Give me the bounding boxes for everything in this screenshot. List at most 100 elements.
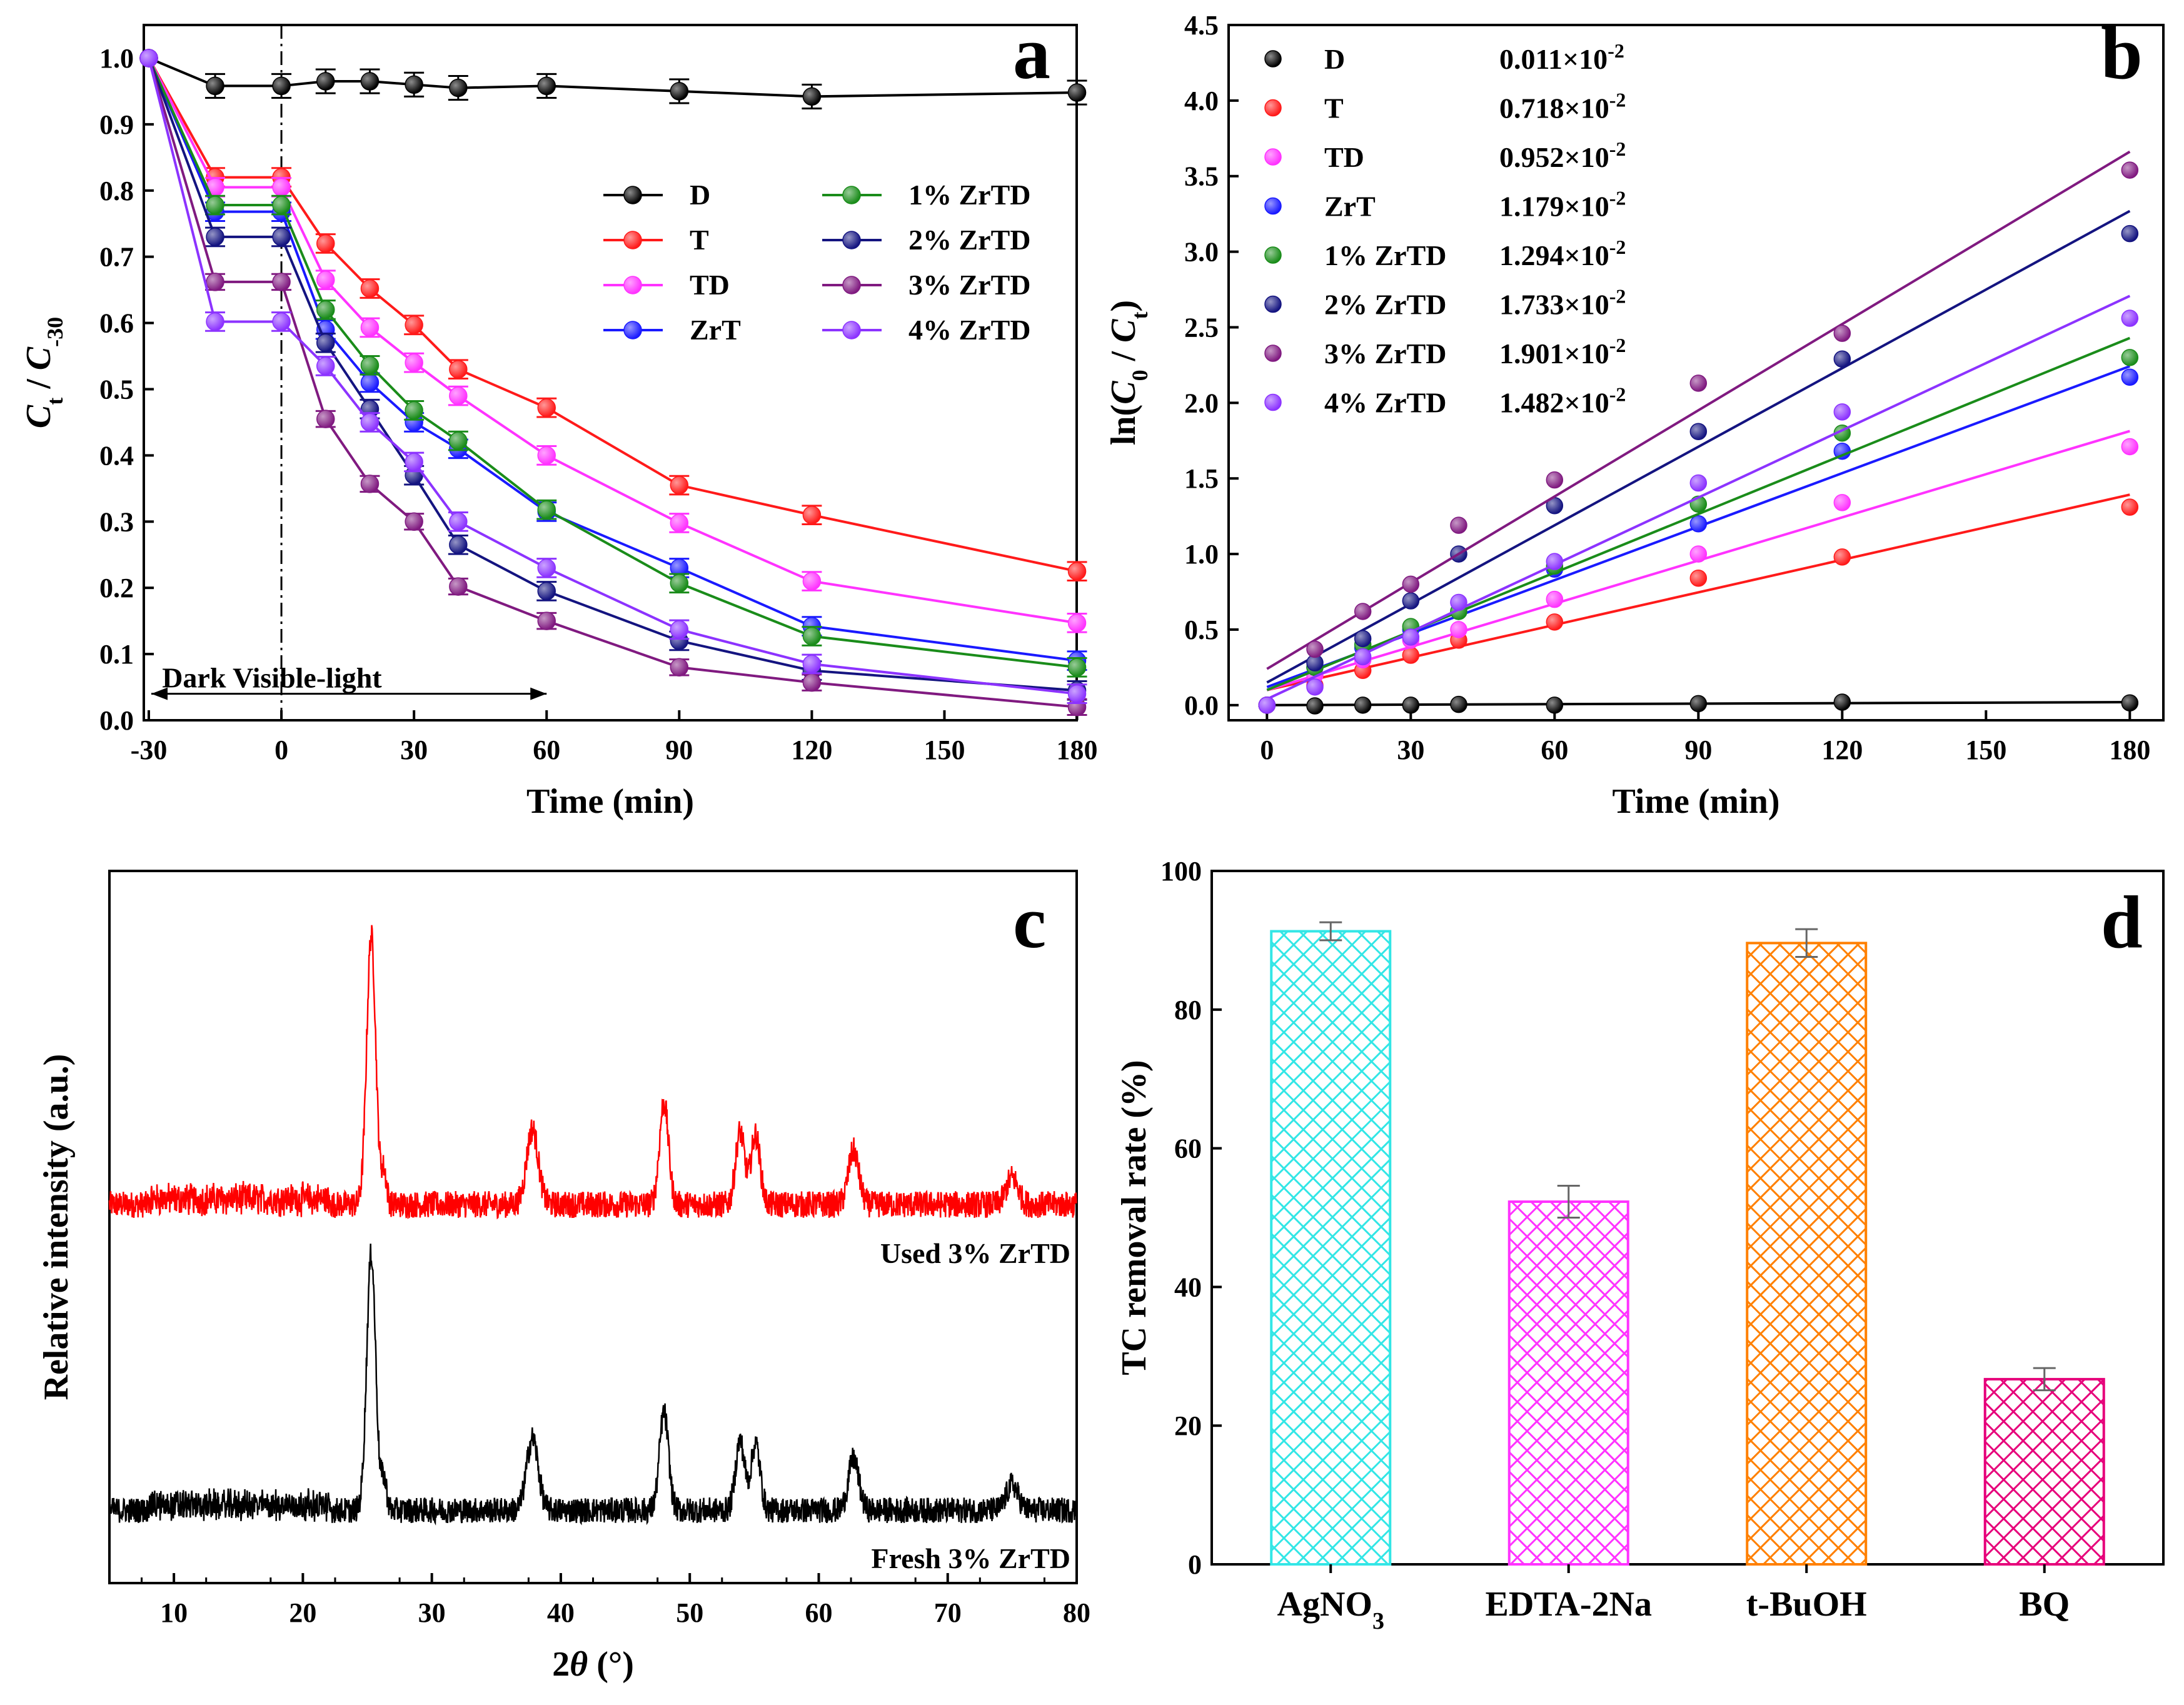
data-point — [360, 318, 380, 337]
legend-label: 3% ZrTD — [1324, 338, 1447, 370]
x-tick-label: 30 — [1397, 735, 1424, 765]
data-point — [272, 312, 291, 331]
legend-rate-constant: 0.011×10-2 — [1499, 39, 1624, 75]
y-tick-label: 100 — [1160, 856, 1202, 887]
data-point — [1402, 697, 1420, 714]
legend-label: 2% ZrTD — [1324, 289, 1447, 321]
series-3ZrTD — [1258, 150, 2139, 714]
legend-rate-constant: 1.294×10-2 — [1499, 236, 1626, 271]
bar — [1746, 942, 1868, 1566]
legend-swatch-marker — [842, 231, 861, 249]
legend-rate-constant: 1.179×10-2 — [1499, 187, 1626, 223]
bar — [1270, 930, 1392, 1566]
y-tick-label: 0.6 — [99, 308, 134, 339]
legend-swatch-marker — [623, 276, 642, 294]
x-axis-title: Time (min) — [526, 782, 694, 821]
legend-rate-constant: 1.482×10-2 — [1499, 383, 1626, 419]
y-tick-label: 0.8 — [99, 176, 134, 206]
x-tick-label: 10 — [160, 1597, 188, 1628]
legend-label: 1% ZrTD — [908, 179, 1031, 211]
data-point — [1306, 678, 1324, 696]
legend-label: TD — [1324, 141, 1364, 173]
series-4ZrTD — [139, 49, 1087, 704]
legend-rate-constant: 0.952×10-2 — [1499, 138, 1626, 173]
data-point — [802, 673, 822, 692]
data-point — [670, 658, 689, 677]
bar-group: AgNO3 — [1270, 921, 1392, 1634]
data-point — [2121, 309, 2139, 327]
x-tick-label: 0 — [274, 735, 288, 765]
data-point — [1689, 515, 1708, 533]
data-point — [316, 234, 335, 253]
data-point — [802, 626, 822, 646]
data-point — [405, 512, 423, 531]
data-point — [360, 413, 380, 432]
y-axis-title: ln(C0 / Ct) — [1104, 300, 1152, 445]
series-line — [148, 58, 1077, 669]
category-label: t-BuOH — [1746, 1585, 1867, 1624]
y-tick-label: 1.0 — [1184, 539, 1219, 570]
legend-swatch-marker — [1264, 50, 1282, 68]
data-point — [272, 228, 291, 246]
data-point — [1306, 640, 1324, 658]
y-tick-label: 0.2 — [99, 573, 134, 603]
legend-label: ZrT — [690, 314, 741, 346]
y-tick-label: 0.1 — [99, 639, 134, 670]
data-point — [1067, 658, 1087, 677]
x-tick-label: 60 — [1541, 735, 1568, 765]
phase-arrow-head-left — [151, 687, 168, 700]
data-point — [2121, 498, 2139, 516]
legend-swatch-marker — [1264, 246, 1282, 264]
bar-group: BQ — [1983, 1367, 2105, 1624]
data-point — [1402, 592, 1420, 610]
data-point — [1689, 423, 1708, 441]
legend-swatch-marker — [1264, 99, 1282, 117]
data-point — [449, 535, 468, 555]
legend-swatch-marker — [842, 186, 861, 204]
y-tick-label: 60 — [1174, 1134, 1202, 1164]
y-axis-title: Ct / C-30 — [19, 317, 68, 428]
y-tick-label: 0.4 — [99, 440, 134, 471]
legend-swatch-marker — [623, 186, 642, 204]
y-tick-label: 0.0 — [1184, 690, 1219, 721]
data-point — [670, 574, 689, 593]
data-point — [272, 76, 291, 96]
data-point — [1689, 375, 1708, 392]
data-point — [316, 300, 335, 319]
data-point — [449, 577, 468, 596]
y-tick-label: 0 — [1188, 1549, 1202, 1580]
data-point — [1689, 545, 1708, 563]
legend-label: ZrT — [1324, 191, 1376, 223]
legend-label: T — [690, 224, 709, 256]
data-point — [1306, 697, 1324, 715]
legend-label: 4% ZrTD — [908, 314, 1031, 346]
data-point — [1450, 695, 1467, 713]
x-tick-label: 90 — [1684, 735, 1712, 765]
y-tick-label: 3.5 — [1184, 161, 1219, 192]
data-point — [206, 196, 224, 214]
panel-c: 10 20 30 40 50 60 70 80 2θ (°) Relative intensity… — [37, 870, 1090, 1684]
legend-swatch-marker — [1264, 197, 1282, 215]
data-point — [670, 513, 689, 533]
x-tick-label: 0 — [1260, 735, 1274, 765]
data-point — [449, 512, 468, 531]
data-point — [272, 273, 291, 291]
legend-label: T — [1324, 93, 1344, 124]
data-point — [449, 386, 468, 405]
y-tick-label: 20 — [1174, 1411, 1202, 1441]
data-point — [449, 360, 468, 379]
data-point — [272, 196, 291, 214]
data-point — [405, 75, 423, 94]
data-point — [360, 279, 380, 298]
x-tick-label: 120 — [1821, 735, 1863, 765]
data-point — [1833, 324, 1851, 342]
data-point — [1067, 561, 1087, 581]
data-point — [316, 72, 335, 91]
data-point — [206, 273, 224, 291]
x-tick-label: 80 — [1063, 1597, 1090, 1628]
data-point — [1450, 593, 1467, 611]
data-point — [1450, 621, 1467, 638]
data-point — [537, 581, 556, 601]
bar-group: EDTA-2Na — [1485, 1184, 1652, 1624]
